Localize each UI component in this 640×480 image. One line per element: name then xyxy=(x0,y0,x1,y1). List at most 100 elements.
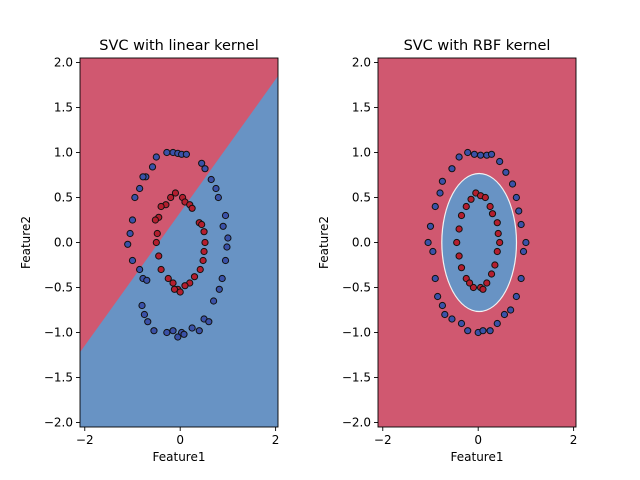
y-tick-label: 0.0 xyxy=(54,236,73,250)
data-point-inner xyxy=(493,219,501,227)
y-tick-label: 2.0 xyxy=(352,56,371,70)
data-point-inner xyxy=(491,261,499,269)
data-point-outer xyxy=(515,207,523,215)
data-point-outer xyxy=(429,247,437,256)
data-point-outer xyxy=(218,274,226,283)
data-point-outer xyxy=(508,180,517,188)
data-point-inner xyxy=(488,210,497,218)
data-point-outer xyxy=(436,189,444,197)
data-point-outer xyxy=(128,216,137,224)
data-point-outer xyxy=(455,153,463,161)
data-point-inner xyxy=(190,273,199,281)
data-point-inner xyxy=(199,256,207,265)
data-point-inner xyxy=(181,282,189,290)
data-point-outer xyxy=(201,165,209,173)
data-point-outer xyxy=(138,301,146,310)
data-point-inner xyxy=(155,252,163,260)
data-point-inner xyxy=(157,265,165,274)
x-tick-label: 2 xyxy=(272,433,280,447)
y-tick-label: −2.0 xyxy=(342,416,371,430)
data-point-outer xyxy=(448,315,456,323)
data-point-outer xyxy=(464,148,472,157)
data-point-outer xyxy=(131,193,139,202)
x-tick-label: −2 xyxy=(76,433,94,447)
data-point-outer xyxy=(507,306,515,314)
data-point-outer xyxy=(174,333,182,341)
y-tick-label: −0.5 xyxy=(342,281,371,295)
data-point-inner xyxy=(152,238,160,247)
data-point-outer xyxy=(431,202,439,211)
data-point-inner xyxy=(176,288,184,296)
data-point-inner xyxy=(171,189,180,197)
data-point-outer xyxy=(212,184,220,193)
data-point-inner xyxy=(469,283,478,292)
y-tick-label: −1.5 xyxy=(342,371,371,385)
data-point-inner xyxy=(164,274,172,283)
data-point-outer xyxy=(136,184,144,193)
data-point-outer xyxy=(188,324,196,332)
data-point-inner xyxy=(153,229,161,238)
data-point-outer xyxy=(136,265,144,274)
data-point-outer xyxy=(519,247,528,256)
data-point-outer xyxy=(169,327,177,335)
linear-kernel-chart: −2 0 2 −2.0 −1.5 −1.0 −0.5 0.0 0.5 1.0 1.5 2.0 SVC w… xyxy=(19,38,279,464)
data-point-outer xyxy=(207,175,215,184)
data-point-inner xyxy=(167,193,175,202)
data-point-outer xyxy=(139,173,147,181)
x-tick-label: 0 xyxy=(176,433,184,447)
region-red xyxy=(80,58,278,353)
rbf-y-axis-label: Feature2 xyxy=(317,216,331,269)
data-point-outer xyxy=(215,285,223,293)
y-tick-label: 1.5 xyxy=(352,101,371,115)
data-point-outer xyxy=(144,318,152,326)
data-point-outer xyxy=(441,310,449,319)
y-tick-label: −2.0 xyxy=(44,416,73,430)
data-point-outer xyxy=(512,292,520,301)
data-point-inner xyxy=(188,204,196,212)
data-point-outer xyxy=(126,229,134,238)
data-point-inner xyxy=(453,238,461,247)
rbf-chart-title: SVC with RBF kernel xyxy=(404,38,551,54)
data-point-outer xyxy=(464,327,472,335)
y-tick-label: 2.0 xyxy=(54,56,73,70)
y-tick-label: 0.0 xyxy=(352,236,371,250)
linear-chart-title: SVC with linear kernel xyxy=(99,38,259,54)
data-point-outer xyxy=(502,168,510,176)
data-point-outer xyxy=(148,163,157,171)
data-point-outer xyxy=(221,256,230,265)
data-point-outer xyxy=(124,240,132,248)
data-point-inner xyxy=(151,216,159,224)
data-point-outer xyxy=(438,177,447,185)
data-point-outer xyxy=(434,292,442,301)
data-point-outer xyxy=(424,238,432,247)
data-point-outer xyxy=(140,310,149,319)
data-point-outer xyxy=(487,150,496,158)
data-point-outer xyxy=(180,330,188,338)
data-point-outer xyxy=(128,256,137,265)
data-point-inner xyxy=(170,285,179,293)
data-point-outer xyxy=(224,234,232,242)
data-point-inner xyxy=(457,264,466,272)
data-point-outer xyxy=(214,193,222,202)
data-point-outer xyxy=(500,310,509,319)
data-point-inner xyxy=(496,238,504,247)
data-point-inner xyxy=(455,252,463,260)
data-point-outer xyxy=(486,327,494,335)
data-point-outer xyxy=(496,157,504,166)
data-point-outer xyxy=(163,328,171,337)
data-point-inner xyxy=(457,211,466,220)
data-point-inner xyxy=(487,270,496,278)
data-point-outer xyxy=(195,327,203,335)
y-tick-label: −1.5 xyxy=(44,371,73,385)
data-point-inner xyxy=(198,220,206,229)
data-point-inner xyxy=(467,195,475,203)
data-point-outer xyxy=(476,151,485,159)
data-point-inner xyxy=(462,202,470,211)
y-tick-label: 0.5 xyxy=(54,191,73,205)
data-point-inner xyxy=(200,228,208,236)
rbf-x-axis-label: Feature1 xyxy=(451,450,504,464)
data-point-outer xyxy=(219,222,227,230)
data-point-inner xyxy=(200,247,208,256)
data-point-outer xyxy=(517,274,525,283)
